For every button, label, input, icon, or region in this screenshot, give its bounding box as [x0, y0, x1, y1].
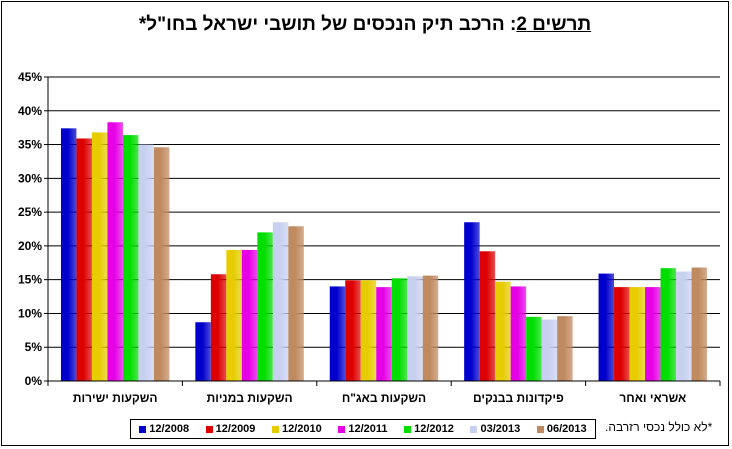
y-tick-label: 20%: [18, 239, 42, 253]
bar: [599, 274, 615, 381]
legend-swatch: [404, 426, 411, 433]
x-tick-label: השקעות באג"ח: [342, 391, 426, 405]
bar: [242, 250, 258, 381]
bar: [661, 268, 677, 381]
bar: [407, 276, 423, 381]
y-tick-label: 0%: [25, 374, 43, 388]
bar: [542, 320, 558, 381]
bar: [288, 226, 304, 381]
y-tick-label: 15%: [18, 273, 42, 287]
bar: [257, 232, 273, 381]
legend-swatch: [139, 426, 146, 433]
x-tick-label: פיקדונות בבנקים: [473, 391, 564, 405]
bar: [614, 287, 630, 381]
bar: [273, 222, 289, 381]
x-tick-label: אשראי ואחר: [619, 391, 686, 405]
y-tick-label: 45%: [18, 70, 42, 84]
legend-label: 12/2009: [216, 423, 256, 435]
footnote: *לא כולל נכסי רזרבה.: [605, 420, 712, 434]
bar: [211, 274, 227, 381]
legend-label: 06/2013: [547, 423, 587, 435]
bar: [630, 287, 646, 381]
legend-swatch: [537, 426, 544, 433]
legend-entry: 12/2010: [272, 423, 322, 435]
legend-entry: 12/2011: [338, 423, 387, 435]
bar: [76, 138, 92, 381]
bar: [138, 145, 154, 381]
x-tick-label: השקעות ישירות: [73, 391, 158, 405]
bar: [464, 222, 480, 381]
legend-swatch: [338, 426, 345, 433]
bar: [123, 135, 139, 381]
x-tick-label: השקעות במניות: [207, 391, 293, 405]
y-tick-label: 10%: [18, 306, 42, 320]
legend-entry: 03/2013: [470, 423, 520, 435]
bar: [107, 122, 123, 381]
y-tick-label: 30%: [18, 171, 42, 185]
legend-label: 12/2012: [414, 423, 454, 435]
legend-swatch: [272, 426, 279, 433]
bar: [645, 287, 661, 381]
legend-entry: 12/2008: [139, 423, 189, 435]
bar: [423, 276, 439, 381]
bar: [480, 251, 496, 381]
legend-entry: 06/2013: [537, 423, 587, 435]
bar: [195, 322, 211, 381]
legend-entry: 12/2012: [404, 423, 454, 435]
bar: [511, 286, 527, 381]
legend: 12/2008 12/2009 12/2010 12/2011 12/2012 03/20…: [130, 419, 596, 439]
bar: [226, 250, 242, 381]
legend-swatch: [206, 426, 213, 433]
legend-label: 12/2011: [348, 423, 387, 435]
bar: [154, 147, 170, 381]
bar: [361, 280, 377, 381]
bar: [376, 287, 392, 381]
bar: [330, 286, 346, 381]
y-tick-label: 5%: [25, 340, 43, 354]
legend-label: 03/2013: [480, 423, 520, 435]
bar: [92, 132, 108, 381]
bar: [526, 317, 542, 381]
bar: [61, 128, 76, 381]
y-tick-label: 25%: [18, 205, 42, 219]
legend-label: 12/2010: [282, 423, 322, 435]
bar: [676, 272, 692, 381]
bar: [345, 280, 361, 381]
legend-label: 12/2008: [149, 423, 189, 435]
legend-entry: 12/2009: [206, 423, 256, 435]
bar: [557, 316, 573, 381]
bar: [495, 282, 511, 381]
y-tick-label: 35%: [18, 138, 42, 152]
bar: [692, 268, 708, 381]
y-tick-label: 40%: [18, 104, 42, 118]
legend-swatch: [470, 426, 477, 433]
bar: [392, 278, 408, 381]
